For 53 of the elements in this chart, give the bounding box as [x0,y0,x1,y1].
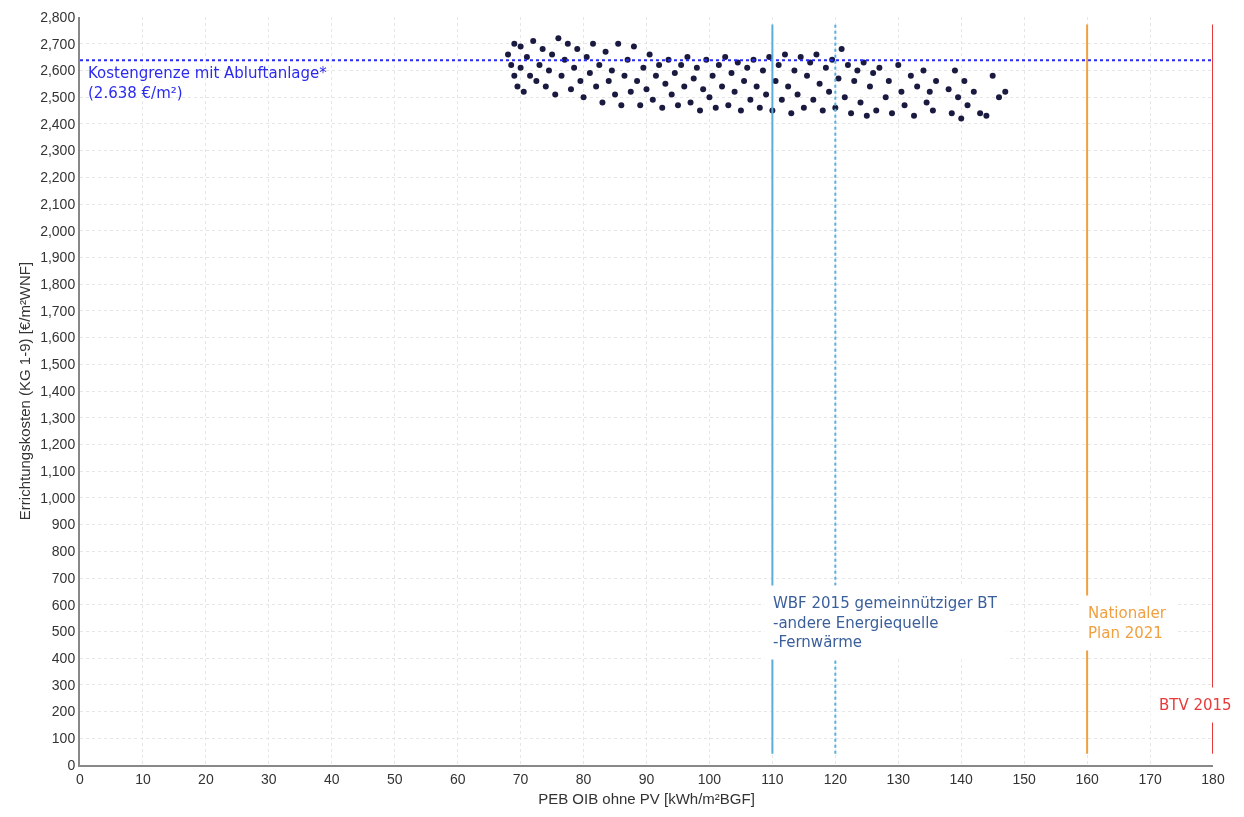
y-tick-label: 2,600 [40,62,76,79]
ref-line-label: Kostengrenze mit Abluftanlage* (2.638 €/m²) [88,64,328,102]
x-tick-label: 120 [823,770,848,787]
x-tick-label: 20 [198,770,214,787]
x-tick-label: 50 [386,770,403,787]
y-tick-label: 2,300 [40,142,76,159]
x-tick-label: 10 [135,770,151,787]
y-tick-label: 1,200 [40,436,76,453]
x-tick-label: 150 [1012,770,1037,787]
y-tick-label: 900 [51,516,76,533]
x-tick-label: 40 [323,770,340,787]
y-tick-label: 1,600 [40,329,76,346]
y-tick-label: 1,900 [40,249,76,266]
y-tick-label: 700 [51,569,76,586]
x-tick-label: 70 [512,770,529,787]
y-tick-label: 2,100 [40,195,76,212]
x-tick-label: 180 [1201,770,1225,787]
ref-line-label: BTV 2015 [1159,696,1232,714]
y-tick-label: 1,700 [40,302,76,319]
y-tick-label: 600 [51,596,76,613]
x-tick-label: 160 [1075,770,1099,787]
y-tick-label: 1,300 [40,409,76,426]
x-tick-label: 110 [761,770,784,787]
y-tick-label: 100 [51,730,76,747]
y-tick-label: 300 [51,676,76,693]
y-tick-label: 500 [51,623,76,640]
x-tick-label: 130 [886,770,911,787]
y-tick-label: 2,000 [40,222,76,239]
x-tick-label: 30 [261,770,277,787]
x-tick-label: 100 [697,770,722,787]
x-axis-title: PEB OIB ohne PV [kWh/m²BGF] [538,790,755,808]
x-tick-label: 60 [449,770,466,787]
y-tick-label: 2,700 [40,35,76,52]
ref-line-label: Nationaler Plan 2021 [1088,604,1167,642]
x-tick-label: 90 [638,770,655,787]
y-tick-label: 2,800 [40,8,76,25]
y-tick-label: 400 [51,650,76,667]
x-tick-label: 80 [575,770,592,787]
ref-line-label: WBF 2015 gemeinnütziger BT -andere Energiequelle -Fernwärme [773,594,998,651]
y-tick-label: 1,800 [40,276,76,293]
y-tick-label: 2,500 [40,89,76,106]
y-tick-label: 2,200 [40,169,76,186]
y-tick-label: 200 [51,703,76,720]
x-tick-label: 140 [949,770,974,787]
y-tick-label: 1,100 [40,463,76,480]
x-tick-label: 170 [1138,770,1162,787]
y-tick-label: 1,400 [40,382,76,399]
y-tick-label: 0 [67,756,76,773]
y-axis-title: Errichtungskosten (KG 1-9) [€/m²WNF] [15,261,33,521]
y-tick-label: 800 [51,543,76,560]
y-tick-label: 1,000 [40,489,76,506]
y-tick-label: 2,400 [40,115,76,132]
y-tick-label: 1,500 [40,356,76,373]
